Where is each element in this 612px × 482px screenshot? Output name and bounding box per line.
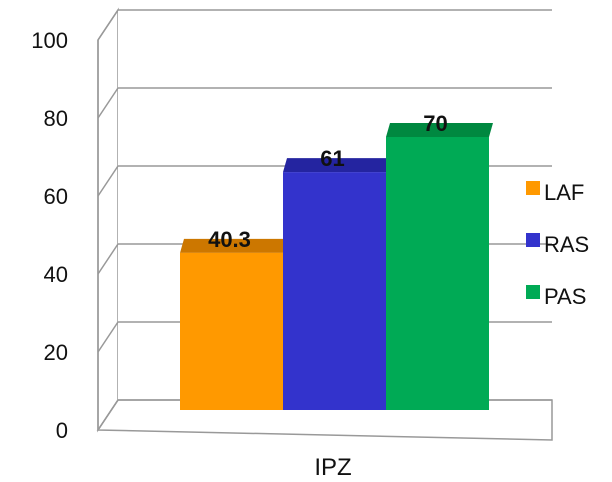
legend-label-laf: LAF	[544, 180, 584, 205]
y-axis-ticks: 0 20 40 60 80 100	[31, 28, 68, 443]
y-tick-label: 20	[44, 340, 68, 365]
bar-top-pas	[386, 123, 493, 137]
y-tick-label: 80	[44, 106, 68, 131]
bar-laf	[180, 252, 283, 410]
legend-swatch-laf	[526, 181, 540, 195]
x-category-label: IPZ	[314, 454, 351, 481]
data-label-pas: 70	[423, 111, 447, 136]
y-tick-label: 40	[44, 262, 68, 287]
gridline	[97, 87, 552, 119]
legend: LAF RAS PAS	[526, 180, 589, 309]
bar-ras	[283, 172, 386, 410]
bar-top-ras	[283, 158, 390, 173]
y-tick-label: 60	[44, 184, 68, 209]
bar-top-laf	[180, 238, 287, 253]
y-tick-label: 100	[31, 28, 68, 53]
gridline	[97, 9, 552, 41]
bars	[180, 123, 493, 410]
legend-swatch-pas	[526, 285, 540, 299]
legend-swatch-ras	[526, 233, 540, 247]
legend-label-ras: RAS	[544, 232, 589, 257]
legend-label-pas: PAS	[544, 284, 586, 309]
data-labels: 40.3 61 70	[208, 111, 448, 252]
y-tick-label: 0	[56, 418, 68, 443]
bar-pas	[386, 137, 489, 410]
data-label-laf: 40.3	[208, 227, 251, 252]
data-label-ras: 61	[320, 146, 344, 171]
side-wall	[97, 7, 119, 433]
